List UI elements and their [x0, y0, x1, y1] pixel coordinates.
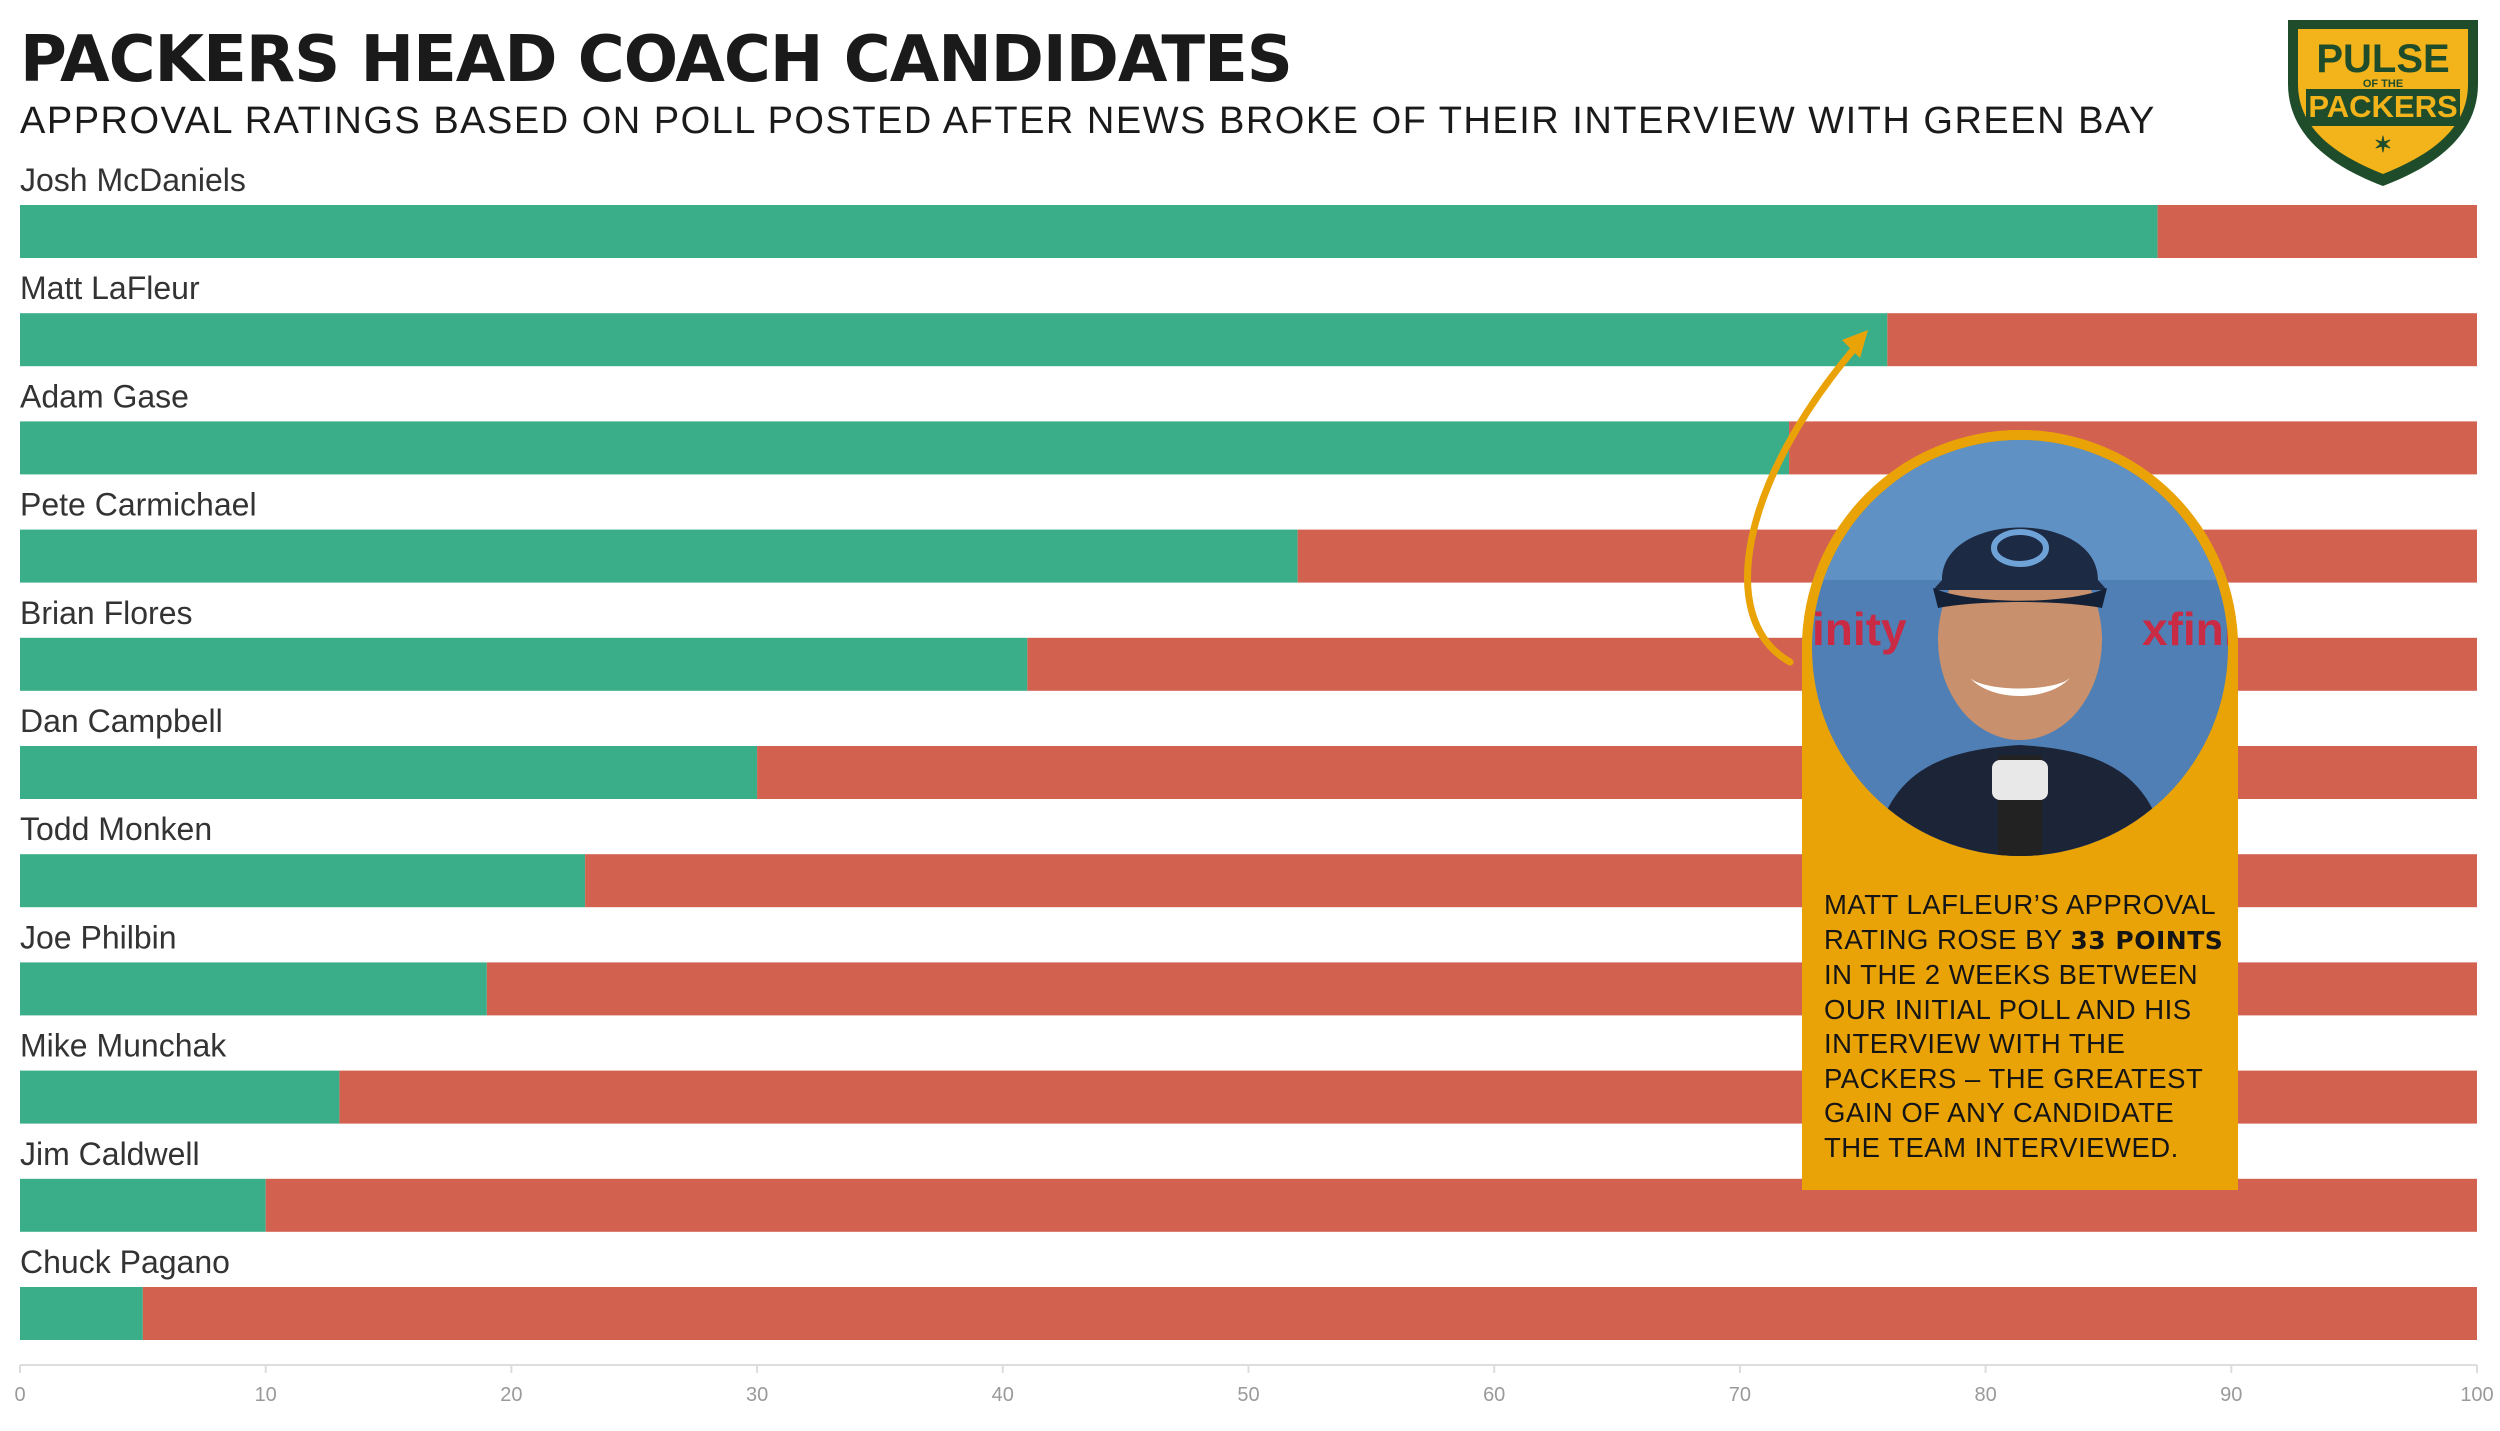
pulse-of-the-packers-logo: PULSE OF THE PACKERS ✶	[2288, 20, 2478, 186]
bar-disapprove	[1027, 637, 2477, 691]
x-tick-label: 90	[2220, 1384, 2242, 1406]
logo-shield-band	[2306, 89, 2460, 126]
bar-approve	[20, 1287, 143, 1340]
page-title: PACKERS HEAD COACH CANDIDATES	[20, 23, 1293, 97]
x-tick-label: 100	[2460, 1384, 2493, 1406]
bar-approve	[20, 529, 1298, 583]
bar-disapprove	[2157, 205, 2477, 258]
category-label: Brian Flores	[20, 595, 193, 631]
category-label: Todd Monken	[20, 811, 212, 847]
x-tick-label: 10	[255, 1384, 277, 1406]
logo-line2: OF THE	[2363, 78, 2403, 90]
category-label: Matt LaFleur	[20, 270, 200, 306]
category-label: Mike Munchak	[20, 1028, 227, 1064]
bar-approve	[20, 1178, 266, 1232]
x-tick-label: 0	[14, 1384, 25, 1406]
x-tick-label: 60	[1483, 1384, 1505, 1406]
x-tick-label: 20	[500, 1384, 522, 1406]
category-label: Joe Philbin	[20, 919, 177, 955]
category-label: Josh McDaniels	[20, 162, 246, 198]
svg-text:inity: inity	[1812, 603, 1907, 655]
category-label: Pete Carmichael	[20, 487, 257, 523]
bar-approve	[20, 205, 2158, 258]
logo-runner-icon: ✶	[2374, 132, 2392, 157]
svg-text:xfini: xfini	[2142, 603, 2237, 655]
bar-disapprove	[142, 1287, 2477, 1340]
category-label: Dan Campbell	[20, 703, 223, 739]
bar-approve	[20, 637, 1028, 691]
logo-line3: PACKERS	[2308, 89, 2457, 124]
category-label: Chuck Pagano	[20, 1244, 230, 1280]
bar-disapprove	[1887, 313, 2477, 367]
x-tick-label: 50	[1237, 1384, 1259, 1406]
x-tick-label: 40	[992, 1384, 1014, 1406]
bar-approve	[20, 313, 1888, 367]
category-label: Jim Caldwell	[20, 1136, 200, 1172]
logo-line1: PULSE	[2316, 37, 2449, 81]
person-photo-icon: inity xfini	[1802, 430, 2238, 866]
x-tick-label: 80	[1974, 1384, 1996, 1406]
callout-text: MATT LAFLEUR’S APPROVAL RATING ROSE BY 3…	[1824, 889, 2224, 1163]
bar-approve	[20, 962, 487, 1016]
x-tick-label: 30	[746, 1384, 768, 1406]
coach-photo: inity xfini	[1802, 430, 2238, 866]
bar-approve	[20, 421, 1790, 475]
bar-approve	[20, 854, 586, 908]
bar-approve	[20, 1070, 340, 1124]
x-tick-label: 70	[1729, 1384, 1751, 1406]
lafleur-callout: inity xfini MATT LAFLEUR’S APPROVAL RATI…	[1802, 430, 2238, 1190]
category-label: Adam Gase	[20, 378, 189, 414]
bar-approve	[20, 746, 758, 799]
page-subtitle: APPROVAL RATINGS BASED ON POLL POSTED AF…	[20, 100, 2156, 142]
